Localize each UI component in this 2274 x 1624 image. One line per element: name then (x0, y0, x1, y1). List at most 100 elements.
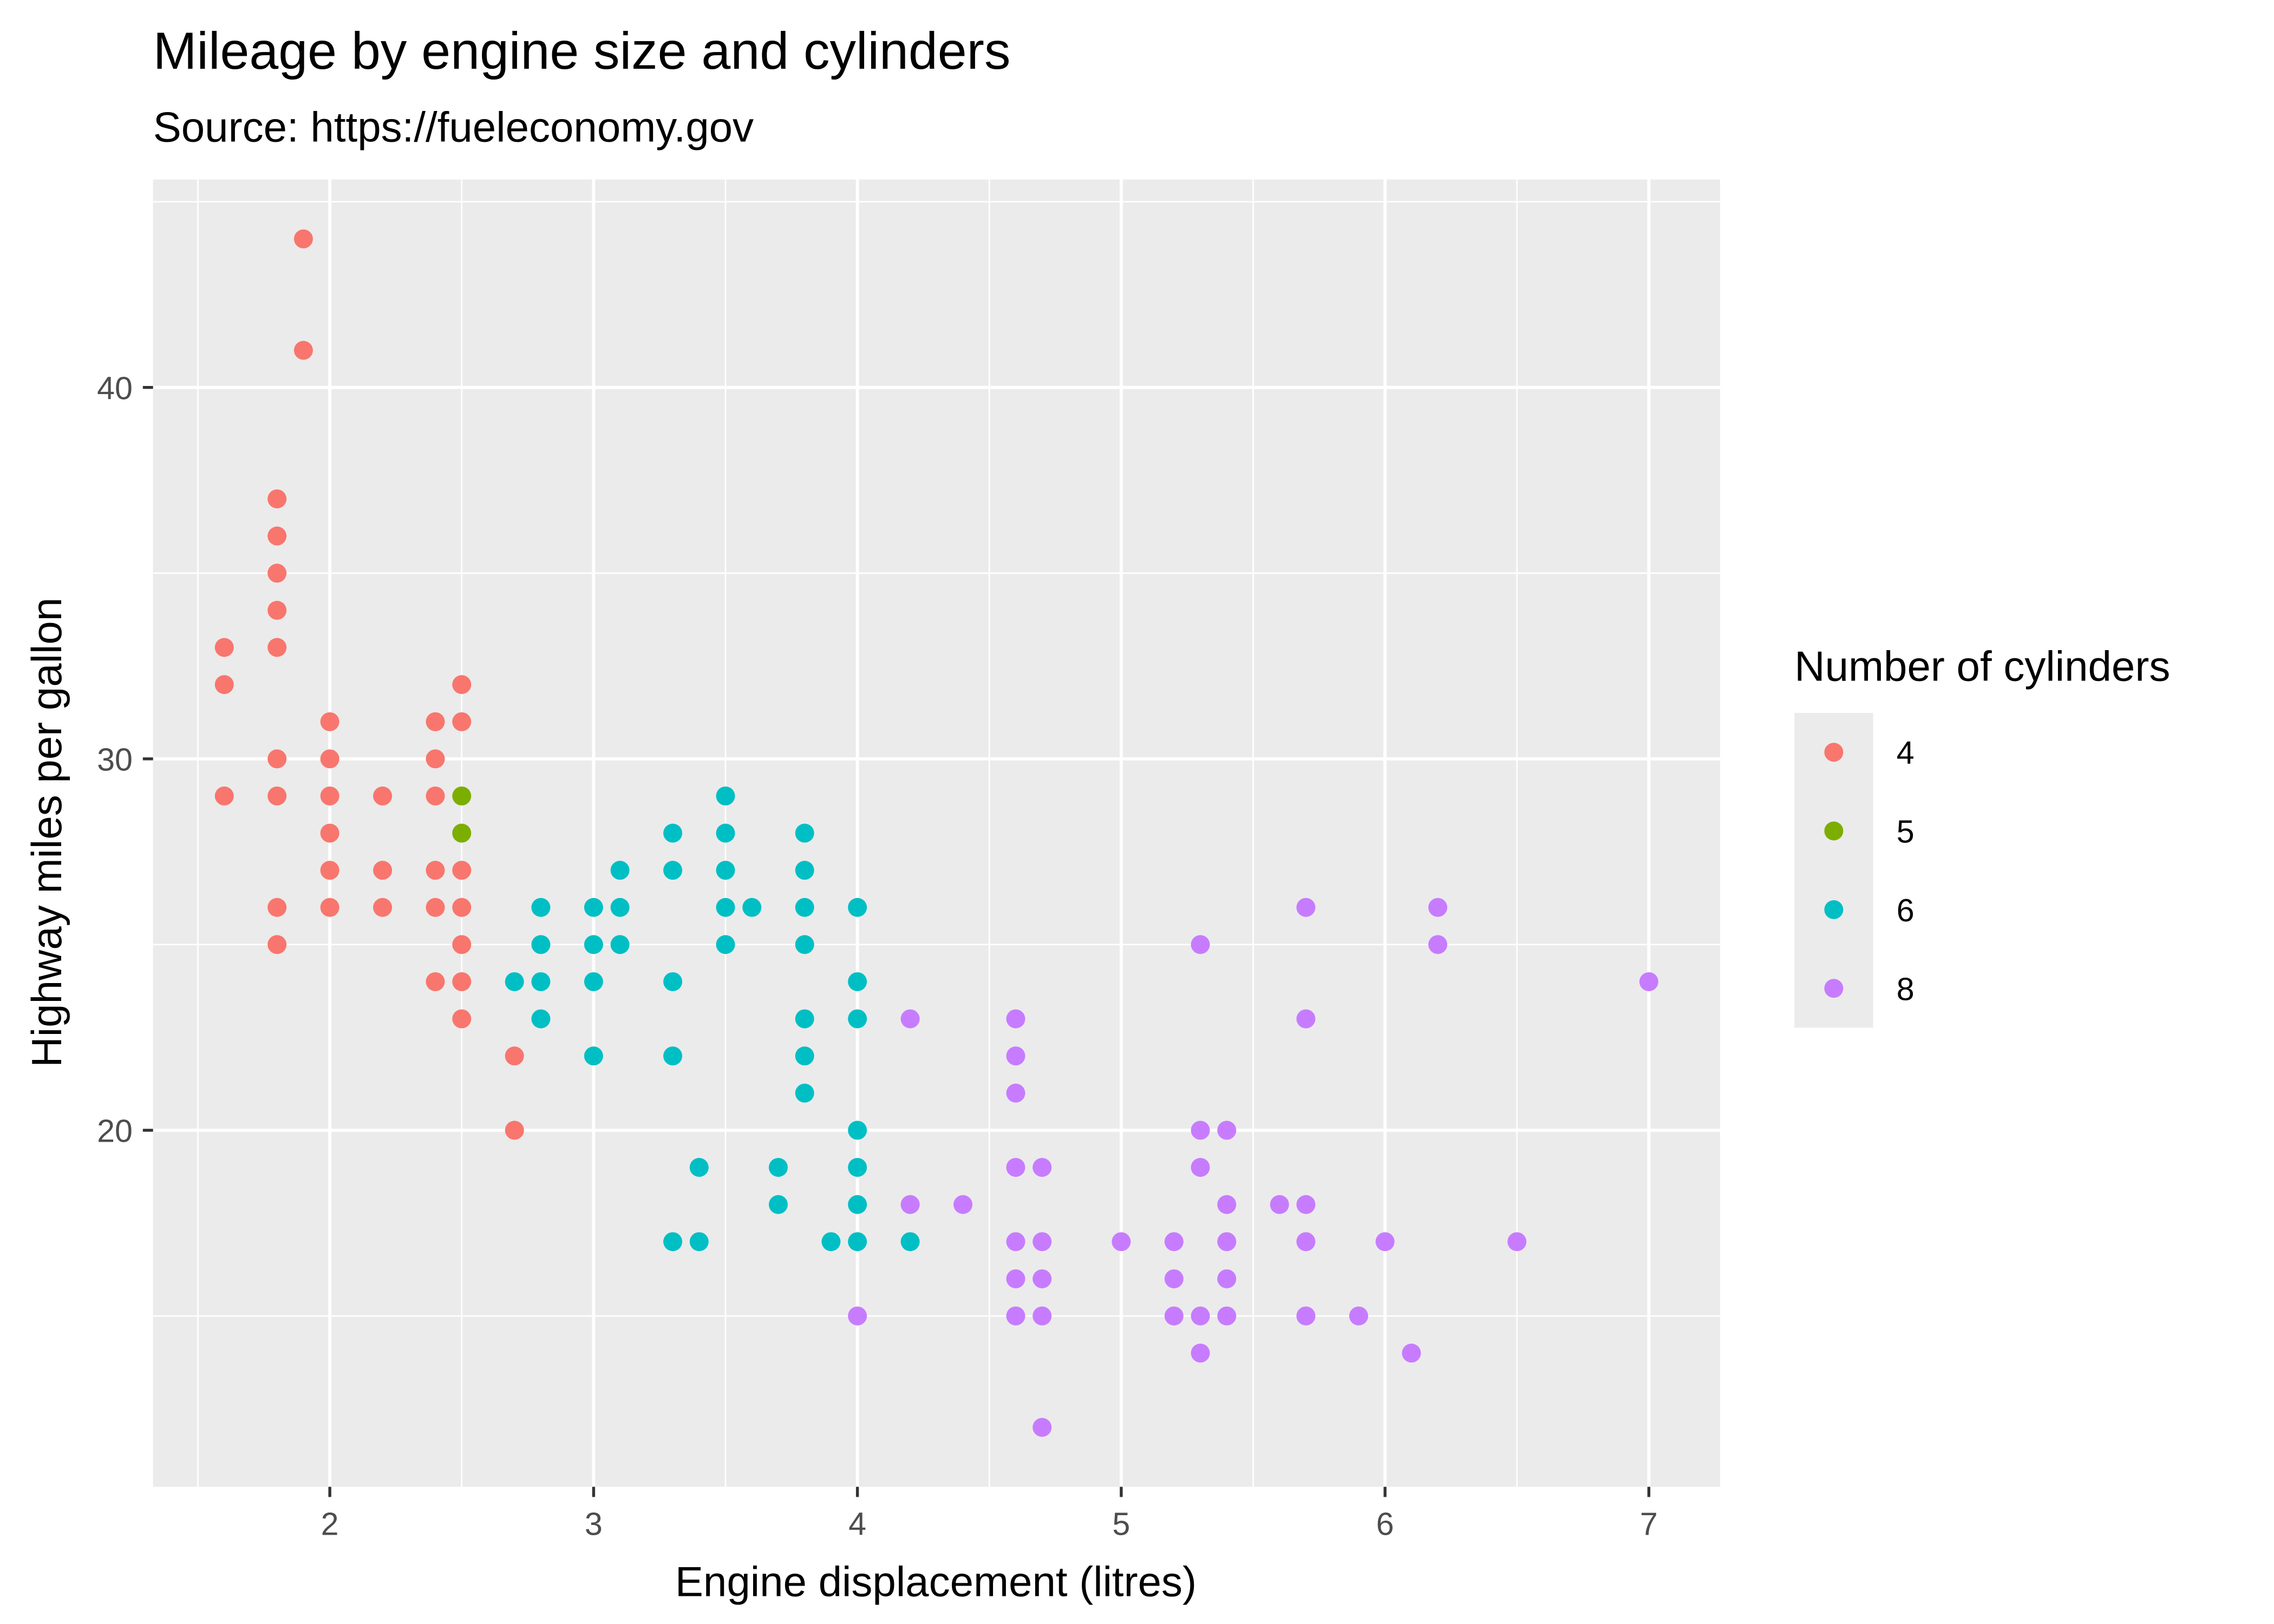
data-point-cyl-8 (1217, 1195, 1237, 1214)
data-point-cyl-8 (1191, 1158, 1210, 1177)
data-point-cyl-8 (1217, 1306, 1237, 1326)
data-point-cyl-8 (1006, 1009, 1025, 1029)
data-point-cyl-8 (1217, 1269, 1237, 1288)
legend-key-background (1794, 712, 1873, 1028)
data-point-cyl-6 (716, 861, 735, 880)
legend-title: Number of cylinders (1794, 643, 2170, 690)
data-point-cyl-6 (848, 1121, 867, 1140)
data-point-cyl-4 (426, 861, 445, 880)
data-point-cyl-4 (267, 786, 287, 806)
data-point-cyl-4 (214, 675, 234, 695)
data-point-cyl-4 (373, 786, 393, 806)
data-point-cyl-4 (267, 898, 287, 917)
data-point-cyl-8 (1033, 1269, 1052, 1288)
data-point-cyl-8 (1428, 898, 1448, 917)
data-point-cyl-4 (426, 898, 445, 917)
data-point-cyl-6 (689, 1158, 709, 1177)
data-point-cyl-4 (373, 898, 393, 917)
data-point-cyl-6 (848, 1195, 867, 1214)
data-point-cyl-6 (716, 898, 735, 917)
data-point-cyl-8 (1033, 1158, 1052, 1177)
x-tick-label: 2 (321, 1505, 339, 1542)
data-point-cyl-4 (267, 638, 287, 657)
data-point-cyl-6 (663, 861, 683, 880)
data-point-cyl-4 (320, 898, 339, 917)
data-point-cyl-4 (452, 935, 472, 954)
chart-subtitle: Source: https://fueleconomy.gov (153, 103, 754, 151)
data-point-cyl-6 (795, 1083, 814, 1103)
data-point-cyl-8 (1296, 898, 1316, 917)
legend-key-5 (1824, 821, 1844, 841)
data-point-cyl-8 (1217, 1121, 1237, 1140)
data-point-cyl-6 (848, 972, 867, 991)
data-point-cyl-8 (1296, 1009, 1316, 1029)
x-tick-label: 5 (1112, 1505, 1130, 1542)
data-point-cyl-6 (531, 935, 551, 954)
x-tick-label: 4 (848, 1505, 866, 1542)
data-point-cyl-8 (1164, 1306, 1184, 1326)
data-point-cyl-4 (426, 786, 445, 806)
data-point-cyl-6 (610, 898, 630, 917)
plot-panel (153, 179, 1720, 1487)
gridlines (153, 179, 1720, 1487)
data-point-cyl-4 (452, 972, 472, 991)
axis-ticks: 2 3 4 5 6 7 20 30 40 (97, 370, 1658, 1542)
data-point-cyl-4 (267, 935, 287, 954)
data-point-cyl-6 (848, 1232, 867, 1252)
data-point-cyl-8 (1164, 1232, 1184, 1252)
data-point-cyl-6 (584, 898, 603, 917)
legend-label-6: 6 (1897, 892, 1914, 928)
data-point-cyl-4 (452, 1009, 472, 1029)
data-point-cyl-8 (1217, 1232, 1237, 1252)
data-point-cyl-8 (1033, 1232, 1052, 1252)
data-point-cyl-8 (1270, 1195, 1289, 1214)
data-point-cyl-8 (1006, 1046, 1025, 1066)
data-point-cyl-4 (426, 749, 445, 769)
data-point-cyl-6 (663, 1232, 683, 1252)
data-point-cyl-5 (452, 786, 472, 806)
data-point-cyl-8 (1375, 1232, 1395, 1252)
data-point-cyl-6 (716, 786, 735, 806)
data-point-cyl-8 (1191, 1306, 1210, 1326)
data-point-cyl-8 (848, 1306, 867, 1326)
data-point-cyl-6 (821, 1232, 841, 1252)
data-point-cyl-4 (426, 712, 445, 731)
data-point-cyl-4 (267, 600, 287, 620)
x-tick-label: 6 (1376, 1505, 1394, 1542)
data-point-cyl-8 (900, 1195, 920, 1214)
data-point-cyl-8 (1639, 972, 1658, 991)
data-point-cyl-8 (1033, 1306, 1052, 1326)
data-point-cyl-4 (426, 972, 445, 991)
data-point-cyl-6 (531, 972, 551, 991)
y-tick-label: 20 (97, 1112, 133, 1149)
data-point-cyl-4 (452, 861, 472, 880)
data-point-cyl-8 (1006, 1158, 1025, 1177)
legend-key-4 (1824, 743, 1844, 762)
chart-title: Mileage by engine size and cylinders (153, 21, 1011, 80)
data-point-cyl-4 (320, 786, 339, 806)
data-point-cyl-6 (531, 898, 551, 917)
data-point-cyl-6 (795, 861, 814, 880)
data-point-cyl-6 (768, 1158, 788, 1177)
data-point-cyl-4 (293, 340, 313, 360)
data-point-cyl-6 (848, 1158, 867, 1177)
data-point-cyl-8 (1191, 1121, 1210, 1140)
data-point-cyl-8 (1112, 1232, 1131, 1252)
data-point-cyl-8 (1191, 1344, 1210, 1363)
data-point-cyl-6 (531, 1009, 551, 1029)
data-point-cyl-4 (452, 675, 472, 695)
x-tick-label: 7 (1640, 1505, 1658, 1542)
data-point-cyl-4 (505, 1121, 524, 1140)
data-point-cyl-6 (900, 1232, 920, 1252)
data-point-cyl-8 (1349, 1306, 1368, 1326)
data-point-cyl-6 (689, 1232, 709, 1252)
x-tick-label: 3 (585, 1505, 603, 1542)
legend-key-6 (1824, 900, 1844, 919)
data-point-cyl-4 (267, 489, 287, 509)
data-point-cyl-8 (1006, 1083, 1025, 1103)
data-point-cyl-6 (663, 823, 683, 843)
data-point-cyl-6 (795, 823, 814, 843)
data-point-cyl-8 (1402, 1344, 1421, 1363)
data-point-cyl-8 (1006, 1306, 1025, 1326)
data-points (214, 229, 1658, 1437)
